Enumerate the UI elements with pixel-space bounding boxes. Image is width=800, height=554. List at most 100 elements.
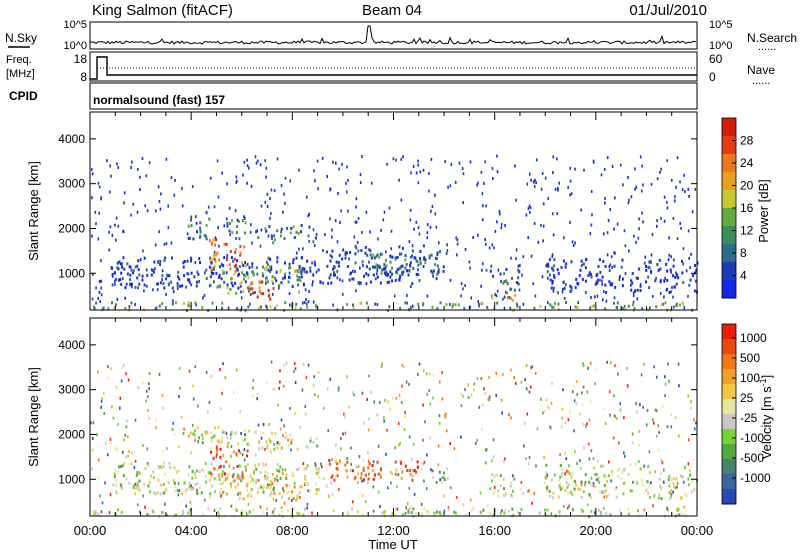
power-scatter-cell bbox=[269, 216, 271, 220]
power-echo-cell bbox=[210, 268, 213, 272]
velocity-echo-cell bbox=[133, 486, 135, 489]
velocity-echo-cell bbox=[442, 476, 445, 479]
velocity-echo-cell bbox=[288, 484, 291, 488]
power-echo-cell bbox=[264, 227, 267, 231]
velocity-scatter-cell bbox=[503, 457, 506, 461]
velocity-echo-cell bbox=[210, 474, 213, 478]
velocity-scatter-cell bbox=[449, 442, 451, 445]
velocity-scatter-cell bbox=[478, 510, 481, 514]
velocity-echo-cell bbox=[225, 460, 228, 464]
power-echo-cell bbox=[369, 253, 372, 257]
velocity-echo-cell bbox=[281, 472, 284, 475]
velocity-scatter-cell bbox=[159, 465, 162, 468]
power-scatter-cell bbox=[469, 266, 471, 270]
power-echo-cell bbox=[235, 263, 238, 267]
velocity-scatter-cell bbox=[642, 405, 644, 409]
power-scatter-cell bbox=[672, 295, 674, 299]
velocity-echo-cell bbox=[595, 478, 598, 482]
velocity-scatter-cell bbox=[280, 506, 283, 509]
velocity-echo-cell bbox=[209, 492, 212, 496]
power-echo-cell bbox=[675, 282, 678, 286]
velocity-scatter-cell bbox=[525, 387, 528, 391]
velocity-scatter-cell bbox=[587, 366, 589, 370]
velocity-colorbar-swatch bbox=[722, 399, 736, 415]
velocity-echo-cell bbox=[120, 487, 123, 490]
velocity-echo-cell bbox=[588, 493, 591, 497]
velocity-scatter-cell bbox=[695, 421, 697, 425]
power-echo-cell bbox=[380, 252, 383, 256]
power-echo-cell bbox=[485, 268, 488, 272]
power-echo-cell bbox=[298, 264, 301, 268]
power-echo-cell bbox=[413, 256, 416, 260]
power-scatter-cell bbox=[154, 267, 156, 271]
velocity-scatter-cell bbox=[657, 448, 660, 452]
power-echo-cell bbox=[578, 274, 581, 278]
power-scatter-cell bbox=[565, 283, 567, 287]
power-echo-cell bbox=[296, 278, 299, 282]
velocity-echo-cell bbox=[439, 478, 442, 482]
velocity-echo-cell bbox=[309, 436, 312, 440]
velocity-echo-cell bbox=[317, 488, 320, 492]
velocity-echo-cell bbox=[659, 484, 662, 488]
velocity-echo-cell bbox=[685, 494, 688, 497]
power-echo-cell bbox=[442, 265, 445, 269]
power-scatter-cell bbox=[361, 155, 363, 158]
velocity-scatter-cell bbox=[670, 477, 673, 481]
velocity-scatter-cell bbox=[144, 505, 146, 509]
power-scatter-cell bbox=[199, 226, 201, 230]
power-echo-cell bbox=[507, 296, 509, 300]
velocity-echo-cell bbox=[268, 438, 271, 441]
power-scatter-cell bbox=[458, 161, 461, 165]
velocity-colorbar-swatch bbox=[722, 339, 736, 355]
power-echo-cell bbox=[238, 265, 241, 268]
velocity-scatter-cell bbox=[527, 489, 529, 493]
power-scatter-cell bbox=[278, 286, 280, 290]
power-scatter-cell bbox=[259, 163, 262, 167]
power-scatter-cell bbox=[95, 222, 97, 226]
power-scatter-cell bbox=[535, 181, 537, 185]
power-echo-cell bbox=[187, 224, 190, 228]
power-echo-cell bbox=[161, 274, 164, 278]
velocity-echo-cell bbox=[676, 507, 679, 511]
power-echo-cell bbox=[672, 305, 675, 309]
velocity-scatter-cell bbox=[670, 425, 673, 429]
velocity-echo-cell bbox=[216, 447, 219, 451]
power-scatter-cell bbox=[603, 232, 605, 236]
velocity-echo-cell bbox=[602, 464, 605, 468]
velocity-echo-cell bbox=[246, 481, 249, 485]
velocity-scatter-cell bbox=[190, 431, 192, 435]
velocity-scatter-cell bbox=[567, 492, 569, 495]
velocity-echo-cell bbox=[336, 474, 339, 478]
velocity-echo-cell bbox=[431, 469, 434, 473]
power-echo-cell bbox=[157, 259, 160, 263]
power-scatter-cell bbox=[613, 301, 615, 305]
velocity-scatter-cell bbox=[294, 367, 297, 371]
power-scatter-cell bbox=[357, 281, 360, 285]
velocity-echo-cell bbox=[416, 460, 419, 464]
power-echo-cell bbox=[307, 234, 310, 238]
power-echo-cell bbox=[270, 268, 273, 271]
power-echo-cell bbox=[195, 284, 198, 288]
velocity-echo-cell bbox=[395, 468, 398, 472]
nave-legend-dots: ...... bbox=[752, 75, 770, 87]
power-echo-cell bbox=[368, 248, 371, 252]
power-echo-cell bbox=[190, 271, 193, 275]
power-scatter-cell bbox=[417, 159, 419, 163]
velocity-scatter-cell bbox=[241, 472, 244, 476]
beam-title: Beam 04 bbox=[362, 2, 422, 19]
velocity-y-tick-label: 1000 bbox=[58, 472, 85, 486]
velocity-scatter-cell bbox=[533, 491, 536, 495]
velocity-scatter-cell bbox=[566, 506, 569, 510]
power-scatter-cell bbox=[456, 238, 459, 242]
velocity-echo-cell bbox=[496, 473, 498, 477]
velocity-scatter-cell bbox=[661, 404, 664, 408]
velocity-echo-cell bbox=[258, 486, 260, 490]
power-scatter-cell bbox=[402, 155, 404, 159]
power-scatter-cell bbox=[186, 272, 188, 276]
velocity-echo-cell bbox=[558, 484, 561, 488]
velocity-echo-cell bbox=[116, 492, 119, 495]
power-echo-cell bbox=[401, 264, 404, 268]
power-scatter-cell bbox=[428, 189, 430, 193]
power-scatter-cell bbox=[280, 184, 283, 188]
velocity-echo-cell bbox=[590, 496, 593, 500]
